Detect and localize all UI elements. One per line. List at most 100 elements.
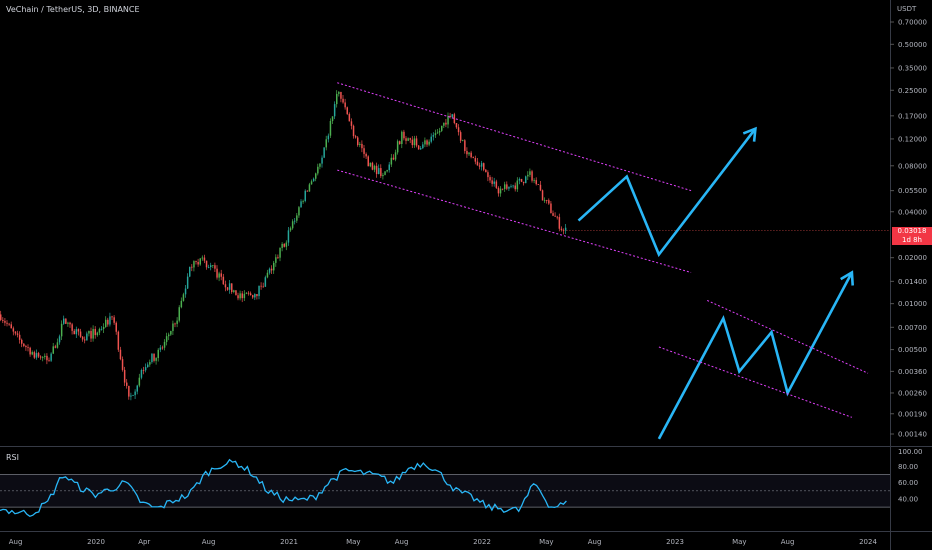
candle-body xyxy=(308,184,311,192)
candle-body xyxy=(140,370,143,378)
candle-body xyxy=(281,243,283,248)
candle-body xyxy=(29,347,31,355)
candle-body xyxy=(235,290,237,296)
candle-body xyxy=(163,341,166,348)
candle-body xyxy=(371,162,374,170)
candle-body xyxy=(382,174,384,177)
candle-body xyxy=(294,220,296,222)
candle-body xyxy=(464,140,466,151)
candle-body xyxy=(357,137,359,146)
candle-body xyxy=(102,327,105,329)
candle-body xyxy=(27,347,29,348)
candle-body xyxy=(81,336,84,340)
candle-body xyxy=(336,93,338,105)
candle-body xyxy=(546,200,548,201)
candle-body xyxy=(174,323,176,325)
candle-body xyxy=(560,228,563,231)
candle-body xyxy=(424,140,426,145)
candle-body xyxy=(399,141,401,145)
candle-body xyxy=(317,166,319,174)
projection-zigzag xyxy=(577,127,757,258)
candle-body xyxy=(63,318,65,324)
candle-body xyxy=(535,180,537,185)
candle-body xyxy=(69,322,71,325)
candle-body xyxy=(136,385,138,392)
candle-body xyxy=(455,123,458,128)
candle-body xyxy=(518,178,521,181)
candle-body xyxy=(12,328,15,332)
candle-body xyxy=(522,181,525,184)
price-tick-label: 0.00260 xyxy=(898,389,927,397)
time-tick-label: Aug xyxy=(588,538,602,546)
candle-body xyxy=(189,266,191,277)
candle-body xyxy=(35,353,38,358)
candle-body xyxy=(564,227,567,231)
candle-body xyxy=(407,138,409,141)
candle-body xyxy=(287,230,290,243)
time-tick-label: Apr xyxy=(138,538,150,546)
candle-body xyxy=(222,276,225,285)
candle-body xyxy=(501,188,504,190)
candle-body xyxy=(50,353,52,361)
projection-arrowhead xyxy=(742,126,757,142)
candle-body xyxy=(436,132,439,134)
rsi-level-label: 60.00 xyxy=(898,479,918,487)
candle-body xyxy=(105,319,107,328)
candle-body xyxy=(212,265,214,266)
price-tick-label: 0.00140 xyxy=(898,431,927,439)
candle-body xyxy=(453,114,456,124)
candle-body xyxy=(548,200,550,204)
candle-body xyxy=(392,157,395,160)
price-tick-label: 0.08000 xyxy=(898,162,927,170)
time-tick-label: 2020 xyxy=(87,538,105,546)
candle-body xyxy=(260,285,262,287)
candle-body xyxy=(201,257,204,259)
candle-body xyxy=(493,181,495,184)
candle-body xyxy=(56,342,59,348)
candle-body xyxy=(245,292,248,294)
candle-body xyxy=(499,188,502,194)
candle-body xyxy=(270,268,273,271)
last-price-tag: 0.03018 1d 8h xyxy=(892,227,932,245)
candle-body xyxy=(510,186,512,187)
candle-body xyxy=(128,385,130,397)
candle-body xyxy=(310,181,313,185)
candle-body xyxy=(380,168,382,177)
candle-body xyxy=(147,364,149,368)
candle-body xyxy=(273,262,275,271)
rsi-level-label: 40.00 xyxy=(898,495,918,503)
time-tick-label: 2024 xyxy=(859,538,877,546)
candle-body xyxy=(243,293,246,299)
candle-body xyxy=(487,172,489,178)
candle-body xyxy=(489,177,491,181)
candle-body xyxy=(220,273,222,277)
candle-body xyxy=(159,347,162,350)
candle-body xyxy=(65,318,67,324)
candle-body xyxy=(184,288,187,295)
price-tick-label: 0.00360 xyxy=(898,368,927,376)
candle-body xyxy=(226,287,229,290)
candle-body xyxy=(151,353,153,363)
candle-body xyxy=(25,346,27,348)
candle-body xyxy=(405,138,407,141)
price-tick-label: 0.01000 xyxy=(898,300,927,308)
candle-body xyxy=(556,216,558,218)
candle-body xyxy=(415,138,418,146)
price-tick-label: 0.50000 xyxy=(898,41,927,49)
candle-body xyxy=(285,242,288,247)
candle-body xyxy=(37,353,40,357)
candle-body xyxy=(508,186,510,189)
price-tick-label: 0.01400 xyxy=(898,278,927,286)
price-tick-label: 0.02000 xyxy=(898,254,927,262)
candle-body xyxy=(130,395,132,397)
candle-body xyxy=(84,339,86,341)
candle-body xyxy=(153,353,155,361)
time-tick-label: 2023 xyxy=(666,538,684,546)
candle-body xyxy=(459,132,462,141)
candle-body xyxy=(249,293,252,296)
candle-body xyxy=(506,184,508,189)
candle-body xyxy=(92,328,94,339)
candle-body xyxy=(558,217,561,229)
time-tick-label: Aug xyxy=(9,538,23,546)
